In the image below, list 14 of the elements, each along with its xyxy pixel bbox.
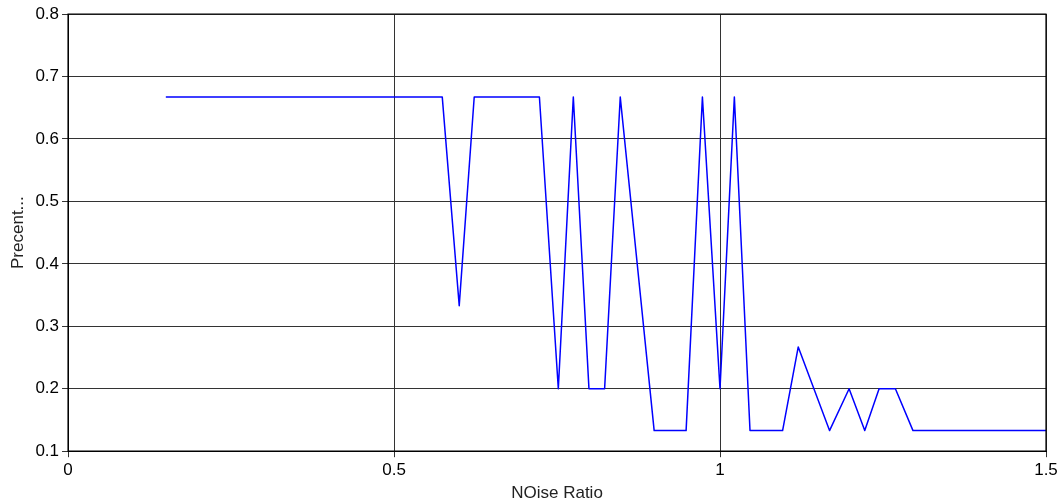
y-tick-label: 0.6 [35, 128, 60, 148]
y-tick-label: 0.7 [35, 66, 60, 86]
x-axis-title: NOise Ratio [511, 483, 603, 503]
x-tick-label: 1.5 [1034, 460, 1058, 480]
y-tick-label: 0.1 [35, 440, 60, 460]
y-axis-title: Precent... [7, 196, 27, 269]
x-tick-label: 0 [63, 460, 73, 480]
x-tick-label: 1 [715, 460, 725, 480]
y-tick-label: 0.2 [35, 378, 60, 398]
x-tick-label: 0.5 [382, 460, 406, 480]
y-tick-label: 0.3 [35, 315, 60, 335]
y-tick-label: 0.4 [35, 253, 60, 273]
y-tick-label: 0.5 [35, 191, 60, 211]
y-tick-label: 0.8 [35, 3, 60, 23]
